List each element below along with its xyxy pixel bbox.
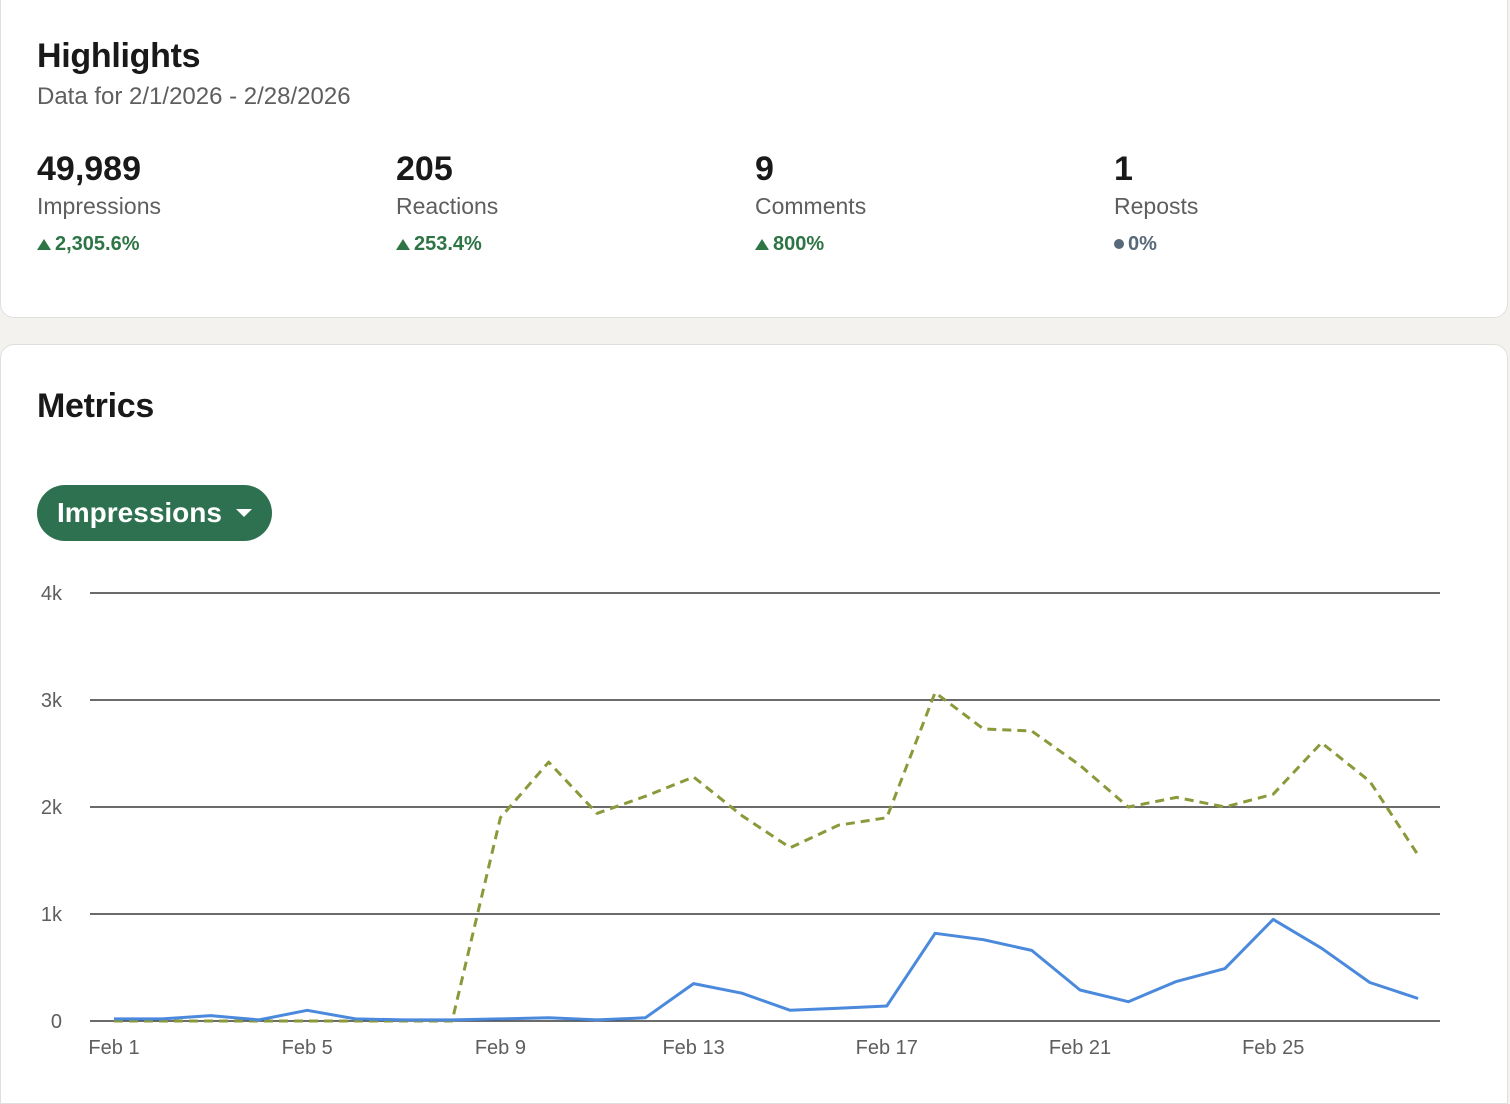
- date-range-text: Data for 2/1/2026 - 2/28/2026: [37, 83, 351, 110]
- stat-label: Reactions: [396, 193, 499, 219]
- stat-change: 0%: [1114, 231, 1454, 257]
- y-tick-label: 2k: [41, 797, 63, 819]
- trend-up-icon: [755, 238, 769, 250]
- highlights-card: Highlights Data for 2/1/2026 - 2/28/2026…: [0, 0, 1508, 318]
- stat-reposts[interactable]: 1 Reposts 0%: [1114, 149, 1454, 257]
- x-tick-label: Feb 21: [1049, 1037, 1111, 1059]
- stat-label: Impressions: [37, 193, 161, 219]
- metrics-card: Metrics Impressions: [0, 344, 1508, 1104]
- y-tick-label: 0: [51, 1011, 62, 1033]
- highlights-title: Highlights: [37, 37, 201, 75]
- y-tick-label: 4k: [41, 583, 63, 605]
- y-tick-label: 3k: [41, 690, 63, 712]
- stat-impressions[interactable]: 49,989 Impressions 2,305.6%: [37, 149, 377, 257]
- stat-change-value: 253.4%: [414, 232, 482, 255]
- impressions-line-chart: 0 1k 2k 3k 4k Feb 1 Feb 5 Feb 9 Feb 13 Feb 17 Feb …: [41, 583, 1440, 1059]
- stat-value: 205: [396, 150, 453, 188]
- stat-change: 253.4%: [396, 231, 736, 257]
- stat-reactions[interactable]: 205 Reactions 253.4%: [396, 149, 736, 257]
- stat-value: 49,989: [37, 150, 141, 188]
- trend-up-icon: [396, 238, 410, 250]
- stat-change: 2,305.6%: [37, 231, 377, 257]
- x-tick-label: Feb 17: [856, 1037, 918, 1059]
- stat-comments[interactable]: 9 Comments 800%: [755, 149, 1095, 257]
- x-tick-label: Feb 13: [662, 1037, 724, 1059]
- caret-down-icon: [235, 509, 252, 517]
- stat-value: 9: [755, 150, 774, 188]
- stat-change-value: 2,305.6%: [55, 232, 140, 255]
- stat-change: 800%: [755, 231, 1095, 257]
- stat-label: Reposts: [1114, 193, 1199, 219]
- series-line-solid: [114, 917, 1419, 1022]
- stat-change-value: 800%: [773, 232, 825, 255]
- metric-dropdown-label: Impressions: [57, 497, 222, 528]
- stat-label: Comments: [755, 193, 867, 219]
- metrics-title: Metrics: [37, 387, 154, 425]
- series-line-dashed: [114, 691, 1420, 1023]
- x-tick-label: Feb 25: [1242, 1037, 1304, 1059]
- stat-change-value: 0%: [1128, 232, 1157, 255]
- metric-dropdown[interactable]: Impressions: [37, 485, 272, 541]
- x-tick-label: Feb 5: [282, 1037, 333, 1059]
- y-tick-label: 1k: [41, 904, 63, 926]
- x-tick-label: Feb 9: [475, 1037, 526, 1059]
- stat-value: 1: [1114, 150, 1133, 188]
- trend-neutral-icon: [1114, 239, 1124, 249]
- x-tick-label: Feb 1: [88, 1037, 139, 1059]
- stats-row: 49,989 Impressions 2,305.6% 205 Reaction…: [37, 149, 1477, 269]
- trend-up-icon: [37, 238, 51, 250]
